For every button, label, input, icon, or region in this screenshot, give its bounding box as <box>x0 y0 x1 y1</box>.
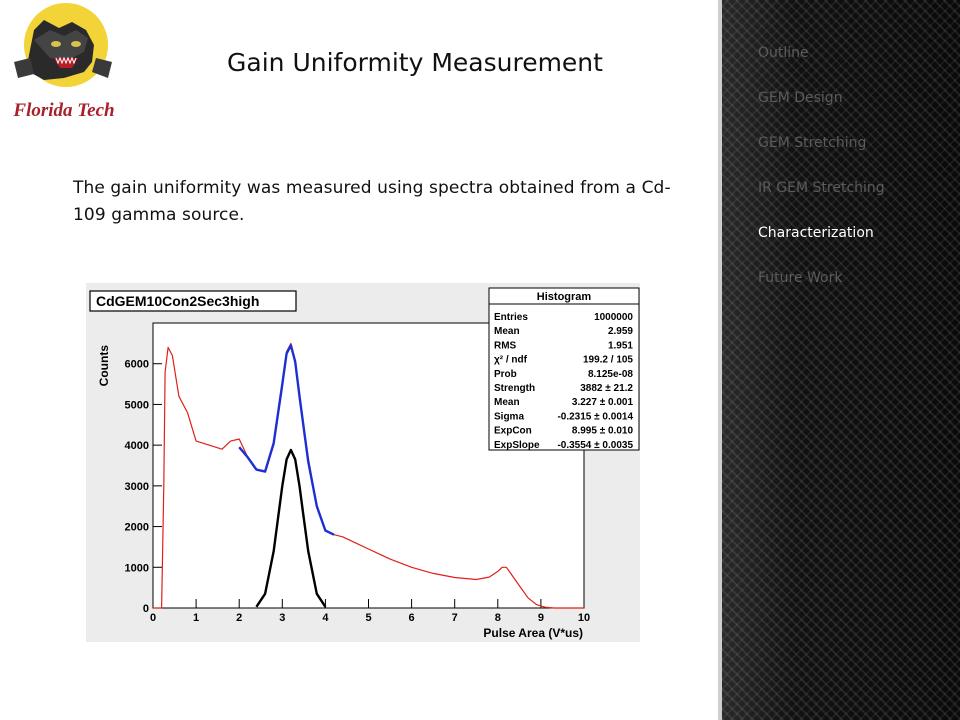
stats-row-label: ExpCon <box>494 426 532 437</box>
stats-rows: Entries 1000000 Mean 2.959 RMS 1.951 χ² / ndf 1… <box>494 312 633 451</box>
slide-body-text: The gain uniformity was measured using s… <box>73 178 671 225</box>
series-line-1 <box>238 344 335 536</box>
chart-title: CdGEM10Con2Sec3high <box>96 293 259 309</box>
y-axis-label: Counts <box>97 345 111 387</box>
y-tick-label: 3000 <box>125 481 149 493</box>
stats-row-label: Mean <box>494 326 520 337</box>
x-tick-label: 7 <box>452 612 458 624</box>
stats-row-value: 8.125e-08 <box>588 369 633 380</box>
x-tick-label: 10 <box>578 612 590 624</box>
stats-row-value: 8.995 ± 0.010 <box>572 426 634 437</box>
pulse-area-histogram: CdGEM10Con2Sec3high 01000200030004000500… <box>86 283 640 642</box>
stats-box-title: Histogram <box>537 291 592 303</box>
x-tick-label: 4 <box>322 612 329 624</box>
stats-row-label: Sigma <box>494 411 524 422</box>
slide-content: Florida Tech Gain Uniformity Measurement… <box>12 3 671 642</box>
x-tick-label: 3 <box>279 612 285 624</box>
stats-row-label: χ² / ndf <box>494 355 528 366</box>
logo-wordmark: Florida Tech <box>12 100 114 121</box>
y-tick-label: 0 <box>143 603 149 615</box>
stats-row-label: RMS <box>494 340 517 351</box>
section-nav: Outline GEM Design GEM Stretching IR GEM St… <box>758 44 885 314</box>
slide-title: Gain Uniformity Measurement <box>227 48 603 77</box>
y-tick-label: 6000 <box>125 359 149 371</box>
sidebar: Outline GEM Design GEM Stretching IR GEM St… <box>718 0 960 720</box>
nav-item-characterization[interactable]: Characterization <box>758 225 874 241</box>
stats-row-value: 1.951 <box>608 340 633 351</box>
stats-row-label: Strength <box>494 383 535 394</box>
series-line-2 <box>255 448 327 608</box>
x-axis: 0 1 2 3 4 5 6 7 8 9 10 <box>150 599 590 624</box>
stats-row-value: 2.959 <box>608 326 633 337</box>
stats-row-value: 3882 ± 21.2 <box>580 383 633 394</box>
stats-box: Histogram Entries 1000000 Mean 2.959 RMS 1.95… <box>488 287 640 451</box>
stats-row-value: 3.227 ± 0.001 <box>572 397 634 408</box>
stats-row-label: Mean <box>494 397 520 408</box>
y-tick-label: 5000 <box>125 399 149 411</box>
x-tick-label: 6 <box>409 612 415 624</box>
stats-row-value: 1000000 <box>594 312 633 323</box>
stats-row-label: Prob <box>494 369 517 380</box>
nav-item-future-work[interactable]: Future Work <box>758 270 843 286</box>
nav-item-ir-gem-stretching[interactable]: IR GEM Stretching <box>758 180 885 196</box>
x-tick-label: 0 <box>150 612 156 624</box>
nav-item-gem-design[interactable]: GEM Design <box>758 90 843 106</box>
stats-row-value: -0.3554 ± 0.0035 <box>557 440 633 451</box>
x-tick-label: 5 <box>365 612 371 624</box>
nav-item-outline[interactable]: Outline <box>758 45 809 61</box>
x-tick-label: 8 <box>495 612 501 624</box>
stats-row-value: 199.2 / 105 <box>583 355 633 366</box>
y-tick-label: 4000 <box>125 440 149 452</box>
y-tick-label: 2000 <box>125 522 149 534</box>
stats-row-label: Entries <box>494 312 528 323</box>
florida-tech-panther-logo: Florida Tech <box>12 3 115 121</box>
x-tick-label: 1 <box>193 612 199 624</box>
x-tick-label: 9 <box>538 612 544 624</box>
plot-series <box>153 342 584 609</box>
x-tick-label: 2 <box>236 612 242 624</box>
y-tick-label: 1000 <box>125 562 149 574</box>
x-axis-label: Pulse Area (V*us) <box>483 626 583 640</box>
stats-row-label: ExpSlope <box>494 440 540 451</box>
stats-row-value: -0.2315 ± 0.0014 <box>557 411 633 422</box>
nav-item-gem-stretching[interactable]: GEM Stretching <box>758 135 867 151</box>
